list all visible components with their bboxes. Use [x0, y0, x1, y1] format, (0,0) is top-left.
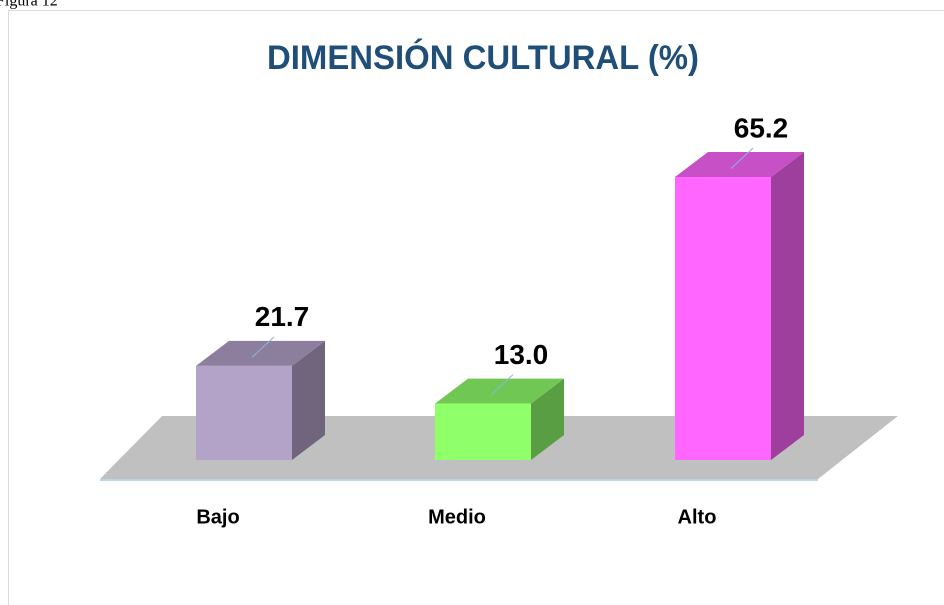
leader-line: [730, 147, 754, 169]
x-tick-label: Bajo: [196, 506, 239, 528]
x-tick-label: Alto: [678, 506, 717, 528]
value-label: 65.2: [734, 112, 789, 143]
bar-side: [292, 340, 325, 460]
bar: [196, 365, 292, 460]
x-tick-label: Medio: [428, 506, 486, 528]
chart-frame: [8, 10, 944, 605]
bar: [435, 403, 531, 460]
bar-top: [435, 378, 564, 404]
value-label: 13.0: [494, 339, 549, 370]
chart-title: DIMENSIÓN CULTURAL (%): [267, 39, 699, 77]
bar-top: [675, 152, 804, 178]
bar-side: [531, 378, 564, 460]
bar: [675, 177, 771, 461]
leader-line: [490, 374, 514, 396]
value-label: 21.7: [255, 301, 310, 332]
caption: Figura 12: [0, 0, 58, 10]
bar-top: [196, 340, 325, 366]
bar-side: [771, 152, 804, 461]
leader-line: [251, 336, 275, 358]
